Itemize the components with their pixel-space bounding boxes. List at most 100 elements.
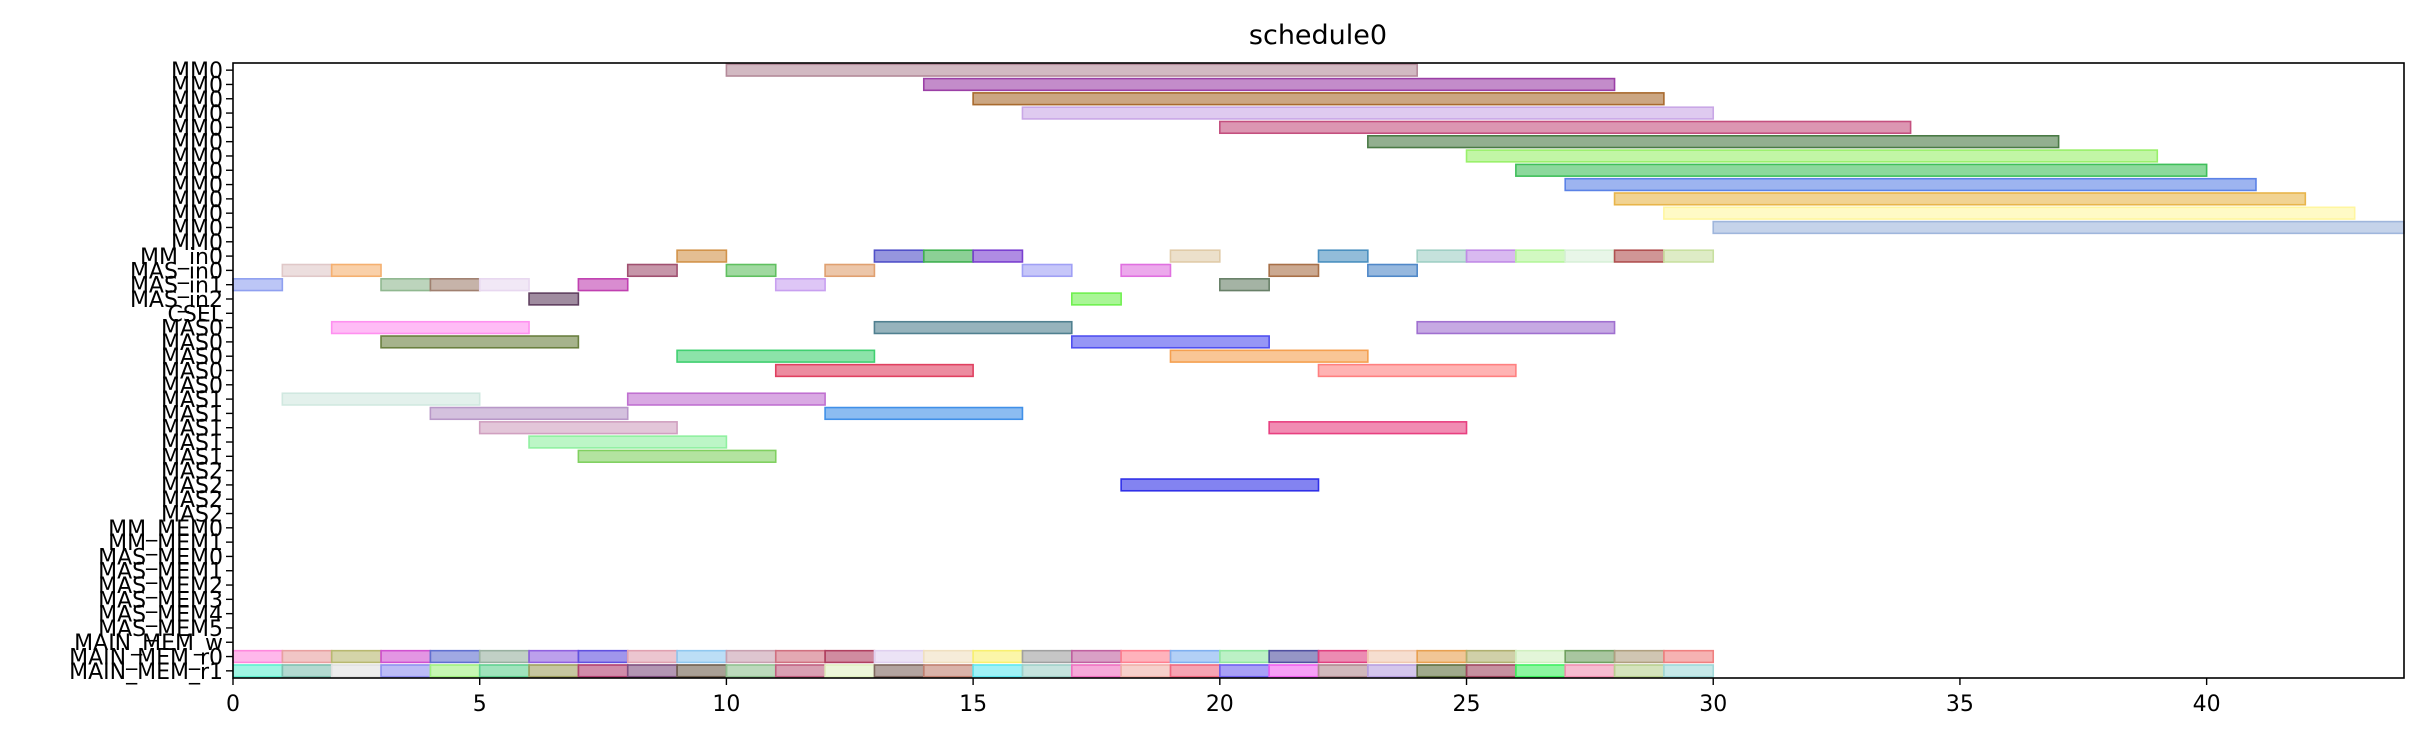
task-bar xyxy=(1219,664,1270,678)
x-tick-label: 5 xyxy=(473,692,487,717)
task-bar xyxy=(478,664,530,678)
task-bar xyxy=(626,392,826,406)
task-bar xyxy=(380,649,432,664)
y-tick-label: MAS2 xyxy=(161,503,223,528)
y-tick-label: MAS_in0 xyxy=(130,259,223,284)
task-bar xyxy=(429,664,481,678)
task-bar xyxy=(429,649,481,664)
task-bar xyxy=(1367,649,1418,664)
task-bar xyxy=(1317,664,1369,678)
task-bar xyxy=(1613,649,1665,664)
task-bar xyxy=(528,292,580,306)
task-bar xyxy=(1663,664,1715,678)
task-bar xyxy=(429,406,629,421)
task-bar xyxy=(774,363,974,378)
task-bar xyxy=(1465,664,1517,678)
x-tick-label: 15 xyxy=(959,692,987,717)
task-bar xyxy=(1416,649,1468,664)
task-bar xyxy=(1515,163,2208,177)
task-bar xyxy=(478,278,530,292)
task-bar xyxy=(1367,664,1418,678)
y-tick-label: MAS1 xyxy=(161,402,223,427)
task-bar xyxy=(577,449,777,463)
y-tick-label: MM0 xyxy=(171,59,223,84)
task-bar xyxy=(1416,664,1468,678)
task-bar xyxy=(577,649,629,664)
x-tick-label: 0 xyxy=(226,692,240,717)
task-bar xyxy=(380,664,432,678)
task-bar xyxy=(1317,249,1369,263)
task-bar xyxy=(1712,220,2405,235)
task-bar xyxy=(330,649,382,664)
task-bar xyxy=(429,278,481,292)
task-bar xyxy=(1613,664,1665,678)
task-bar xyxy=(725,664,777,678)
task-bar xyxy=(281,664,333,678)
task-bar xyxy=(380,335,580,349)
task-bar xyxy=(676,349,876,363)
task-bar xyxy=(1070,664,1122,678)
task-bar xyxy=(478,649,530,664)
task-bar xyxy=(1465,249,1517,263)
task-bar xyxy=(1219,278,1270,292)
task-bar xyxy=(922,249,974,263)
task-bar xyxy=(1515,664,1567,678)
task-bar xyxy=(922,664,974,678)
task-bar xyxy=(281,392,481,406)
task-bar xyxy=(528,435,728,449)
x-axis: 0 5 10 15 20 25 30 35 40 xyxy=(226,678,2221,717)
y-tick-label: MAS1 xyxy=(161,388,223,413)
task-bar xyxy=(380,278,432,292)
task-bar xyxy=(1515,249,1567,263)
task-bar xyxy=(774,664,826,678)
task-bar xyxy=(330,664,382,678)
task-bar xyxy=(824,406,1024,421)
task-bar xyxy=(1120,664,1172,678)
y-tick-label: MM_MEM0 xyxy=(108,517,223,542)
task-bar xyxy=(478,421,678,435)
x-tick-label: 40 xyxy=(2193,692,2221,717)
y-tick-label: MAS2 xyxy=(161,460,223,485)
y-tick-label: MAS_in1 xyxy=(130,274,223,299)
task-bar xyxy=(528,664,580,678)
task-bar xyxy=(626,649,678,664)
y-tick-label: MM0 xyxy=(171,216,223,241)
task-bar xyxy=(1564,664,1616,678)
task-bar xyxy=(1564,177,2257,192)
y-tick-label: MM0 xyxy=(171,145,223,170)
task-bar xyxy=(1120,263,1172,278)
y-tick-label: MM0 xyxy=(171,131,223,156)
task-bar xyxy=(1317,649,1369,664)
y-tick-label: MM0 xyxy=(171,159,223,184)
task-bar xyxy=(1465,649,1517,664)
task-bar xyxy=(1564,249,1616,263)
task-bar xyxy=(972,649,1024,664)
y-tick-label: MAS_MEM3 xyxy=(98,588,223,613)
task-bar xyxy=(1021,263,1073,278)
task-bar xyxy=(1021,664,1073,678)
task-bar xyxy=(725,63,1418,77)
y-tick-label: MM0 xyxy=(171,231,223,256)
task-bar xyxy=(1613,192,2307,206)
task-bar xyxy=(676,664,728,678)
x-tick-label: 25 xyxy=(1453,692,1481,717)
x-tick-label: 35 xyxy=(1946,692,1974,717)
y-tick-label: MAIN_MEM_w xyxy=(74,631,223,656)
task-bar xyxy=(1663,206,2356,220)
task-bar xyxy=(1021,106,1715,120)
task-bar xyxy=(1219,649,1270,664)
y-tick-label: MAS0 xyxy=(161,360,223,385)
plot-frame xyxy=(232,62,2405,679)
task-bar xyxy=(330,320,530,335)
y-tick-label: MM_MEM1 xyxy=(108,531,223,556)
task-bar xyxy=(824,664,876,678)
y-tick-label: MAS_MEM4 xyxy=(98,603,223,628)
task-bar xyxy=(232,649,284,664)
task-bar xyxy=(232,664,284,678)
task-bar xyxy=(1070,649,1122,664)
task-bar xyxy=(1169,649,1221,664)
task-bar xyxy=(676,249,728,263)
chart-title: schedule0 xyxy=(1249,20,1387,51)
task-bar xyxy=(676,649,728,664)
